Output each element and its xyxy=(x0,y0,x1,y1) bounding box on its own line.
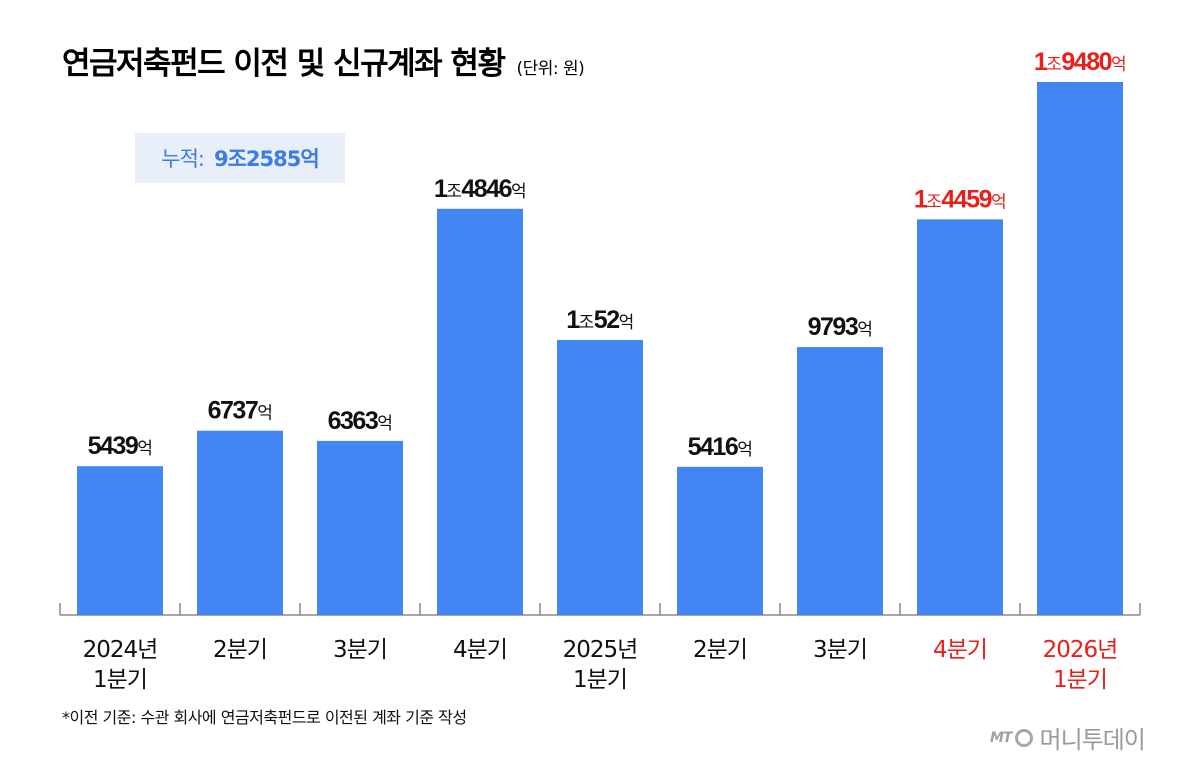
value-jo-number: 1 xyxy=(566,306,580,334)
x-tick-label: 2026년 1분기 xyxy=(1043,637,1118,693)
bar-value-label: 1조4846억 xyxy=(434,175,526,203)
bar xyxy=(797,347,883,615)
value-eok-number: 9793 xyxy=(808,313,858,341)
bar xyxy=(917,219,1003,615)
logo: MT 머니투데이 xyxy=(990,720,1146,755)
x-tick-label-line: 3분기 xyxy=(813,637,867,663)
value-eok-unit: 억 xyxy=(137,439,152,458)
value-eok-number: 4459 xyxy=(941,185,991,213)
logo-text: 머니투데이 xyxy=(1039,726,1145,754)
bar xyxy=(437,208,523,615)
value-eok-unit: 억 xyxy=(737,440,752,459)
cumulative-total-label: 누적: xyxy=(161,147,205,171)
value-jo-number: 1 xyxy=(434,175,448,203)
bar-value-label: 9793억 xyxy=(808,313,873,341)
x-tick-label: 4분기 xyxy=(933,637,987,663)
x-tick-label-line: 2분기 xyxy=(693,637,747,663)
value-eok-unit: 억 xyxy=(619,313,634,332)
value-jo-number: 1 xyxy=(914,185,928,213)
bar-value-label: 6363억 xyxy=(328,407,393,435)
x-tick-label-line: 1분기 xyxy=(573,667,627,693)
logo-ring-icon xyxy=(1015,728,1034,747)
x-tick-label-line: 1분기 xyxy=(1053,667,1107,693)
x-tick-label: 3분기 xyxy=(813,637,867,663)
bar xyxy=(197,430,283,615)
value-jo-unit: 조 xyxy=(579,313,594,332)
page-title: 연금저축펀드 이전 및 신규계좌 현황 xyxy=(62,46,506,82)
x-tick-label-line: 4분기 xyxy=(453,637,507,663)
bar xyxy=(77,466,163,615)
cumulative-total-value: 9조2585억 xyxy=(214,147,320,171)
x-tick-label-line: 2025년 xyxy=(563,637,638,663)
bar xyxy=(677,466,763,615)
x-tick-label-line: 4분기 xyxy=(933,637,987,663)
bar-value-label: 5416억 xyxy=(688,433,753,461)
x-tick-label: 4분기 xyxy=(453,637,507,663)
value-eok-number: 6737 xyxy=(208,397,258,425)
x-tick-label-line: 2분기 xyxy=(213,637,267,663)
x-tick-label: 2025년 1분기 xyxy=(563,637,638,693)
value-eok-number: 9480 xyxy=(1061,48,1111,76)
title-row: 연금저축펀드 이전 및 신규계좌 현황 (단위: 원) xyxy=(62,38,585,83)
bar-value-label: 6737억 xyxy=(208,397,273,425)
bar xyxy=(1037,82,1123,615)
x-tick-label-line: 2026년 xyxy=(1043,637,1118,663)
x-tick-label: 2분기 xyxy=(213,637,267,663)
bar xyxy=(317,440,403,615)
value-jo-unit: 조 xyxy=(1046,55,1061,74)
logo-mark: MT xyxy=(990,729,1013,746)
bar-value-label: 1조4459억 xyxy=(914,185,1006,213)
x-tick-label-line: 1분기 xyxy=(93,667,147,693)
value-eok-number: 5439 xyxy=(88,432,138,460)
value-jo-unit: 조 xyxy=(446,182,461,201)
value-eok-unit: 억 xyxy=(1111,55,1126,74)
value-eok-number: 6363 xyxy=(328,407,378,435)
bar xyxy=(557,339,643,615)
x-tick-label: 2분기 xyxy=(693,637,747,663)
value-eok-number: 4846 xyxy=(461,175,511,203)
value-eok-unit: 억 xyxy=(991,192,1006,211)
bar-value-label: 5439억 xyxy=(88,432,153,460)
x-tick-label: 3분기 xyxy=(333,637,387,663)
cumulative-total-box: 누적: 9조2585억 xyxy=(135,133,345,183)
value-jo-unit: 조 xyxy=(926,192,941,211)
bar-value-label: 1조9480억 xyxy=(1034,48,1126,76)
value-eok-number: 52 xyxy=(594,306,619,334)
x-tick-label-line: 3분기 xyxy=(333,637,387,663)
value-jo-number: 1 xyxy=(1034,48,1048,76)
unit-label: (단위: 원) xyxy=(516,59,585,79)
bar-value-label: 1조52억 xyxy=(566,306,634,334)
footnote: *이전 기준: 수관 회사에 연금저축펀드로 이전된 계좌 기준 작성 xyxy=(62,708,467,727)
value-eok-unit: 억 xyxy=(857,320,872,339)
value-eok-unit: 억 xyxy=(511,182,526,201)
value-eok-number: 5416 xyxy=(688,433,738,461)
x-tick-label: 2024년 1분기 xyxy=(83,637,158,693)
value-eok-unit: 억 xyxy=(257,404,272,423)
value-eok-unit: 억 xyxy=(377,414,392,433)
x-tick-label-line: 2024년 xyxy=(83,637,158,663)
